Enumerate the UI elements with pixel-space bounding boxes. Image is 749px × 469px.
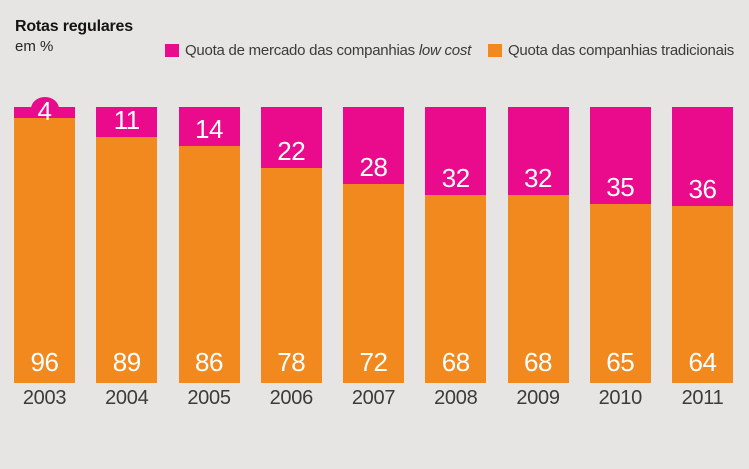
lowcost-segment-2010: 35 bbox=[589, 107, 651, 204]
lowcost-value-label: 32 bbox=[441, 163, 470, 194]
chart-title: Rotas regulares bbox=[15, 18, 133, 35]
lowcost-swatch-icon bbox=[165, 44, 179, 57]
traditional-value-label: 72 bbox=[359, 347, 388, 377]
lowcost-value-label: 28 bbox=[359, 152, 388, 183]
plot-area: 4 96 2003 11 89 2004 14 86 2005 22 78 2006 28 72 2007 3… bbox=[14, 97, 733, 408]
year-label-2003: 2003 bbox=[22, 387, 67, 409]
bar-column-2011: 36 64 2011 bbox=[672, 107, 733, 408]
year-label-2009: 2009 bbox=[516, 387, 560, 409]
chart-header: Rotas regulares em % bbox=[15, 18, 133, 56]
lowcost-value-label: 14 bbox=[195, 113, 223, 144]
lowcost-value-label: 22 bbox=[277, 135, 306, 166]
lowcost-value-label: 11 bbox=[113, 105, 141, 136]
bar-column-2008: 32 68 2008 bbox=[425, 107, 487, 408]
traditional-segment-2008: 68 bbox=[425, 195, 487, 383]
traditional-value-label: 68 bbox=[441, 347, 470, 377]
year-label-2008: 2008 bbox=[434, 387, 478, 409]
lowcost-segment-2006: 22 bbox=[260, 107, 322, 168]
legend-item-lowcost: Quota de mercado das companhias low cost bbox=[165, 43, 471, 58]
year-label-2011: 2011 bbox=[681, 387, 724, 409]
traditional-segment-2006: 78 bbox=[260, 167, 322, 383]
traditional-segment-2011: 64 bbox=[672, 206, 733, 383]
lowcost-segment-2005: 14 bbox=[178, 107, 240, 146]
bar-column-2009: 32 68 2009 bbox=[507, 107, 569, 408]
lowcost-value-label: 32 bbox=[524, 163, 552, 194]
bar-column-2004: 11 89 2004 bbox=[96, 105, 158, 408]
year-label-2006: 2006 bbox=[269, 387, 314, 409]
traditional-value-label: 65 bbox=[606, 347, 635, 377]
traditional-segment-2005: 86 bbox=[178, 145, 240, 383]
bar-column-2003: 4 96 2003 bbox=[14, 97, 75, 408]
chart-subtitle: em % bbox=[15, 38, 54, 56]
legend-label-lowcost-text: Quota de mercado das companhias bbox=[185, 42, 419, 59]
lowcost-segment-2004: 11 bbox=[96, 105, 158, 138]
bar-column-2010: 35 65 2010 bbox=[589, 107, 651, 408]
lowcost-value-label: 4 bbox=[37, 96, 52, 126]
lowcost-bump bbox=[30, 97, 59, 117]
year-label-2005: 2005 bbox=[187, 387, 231, 409]
traditional-segment-2010: 65 bbox=[589, 203, 651, 383]
legend-label-lowcost-italic: low cost bbox=[418, 42, 471, 59]
traditional-swatch-icon bbox=[488, 44, 502, 57]
traditional-value-label: 68 bbox=[524, 347, 552, 377]
traditional-value-label: 78 bbox=[277, 347, 306, 377]
lowcost-segment-2008: 32 bbox=[425, 107, 487, 196]
bar-column-2005: 14 86 2005 bbox=[178, 107, 240, 408]
traditional-segment-2007: 72 bbox=[343, 184, 404, 383]
traditional-segment-2003: 96 bbox=[14, 118, 75, 383]
lowcost-value-label: 36 bbox=[688, 174, 717, 205]
legend-item-traditional: Quota das companhias tradicionais bbox=[488, 43, 734, 58]
traditional-value-label: 96 bbox=[30, 347, 59, 377]
lowcost-value-label: 35 bbox=[606, 171, 635, 202]
traditional-segment-2009: 68 bbox=[507, 195, 569, 383]
legend-label-lowcost: Quota de mercado das companhias low cost bbox=[185, 43, 471, 58]
traditional-value-label: 64 bbox=[688, 347, 717, 377]
traditional-value-label: 86 bbox=[195, 347, 223, 377]
year-label-2010: 2010 bbox=[598, 387, 643, 409]
lowcost-segment-2003: 4 bbox=[14, 97, 75, 124]
legend: Quota de mercado das companhias low cost… bbox=[165, 43, 734, 58]
lowcost-segment-2007: 28 bbox=[343, 107, 404, 185]
legend-label-traditional: Quota das companhias tradicionais bbox=[508, 42, 735, 59]
year-label-2007: 2007 bbox=[351, 387, 396, 409]
bar-column-2006: 22 78 2006 bbox=[260, 107, 322, 408]
traditional-value-label: 89 bbox=[112, 347, 141, 377]
year-label-2004: 2004 bbox=[105, 387, 149, 409]
lowcost-segment-2011: 36 bbox=[672, 107, 733, 207]
traditional-segment-2004: 89 bbox=[96, 137, 158, 383]
bar-column-2007: 28 72 2007 bbox=[343, 107, 404, 408]
lowcost-segment-2009: 32 bbox=[507, 107, 569, 196]
